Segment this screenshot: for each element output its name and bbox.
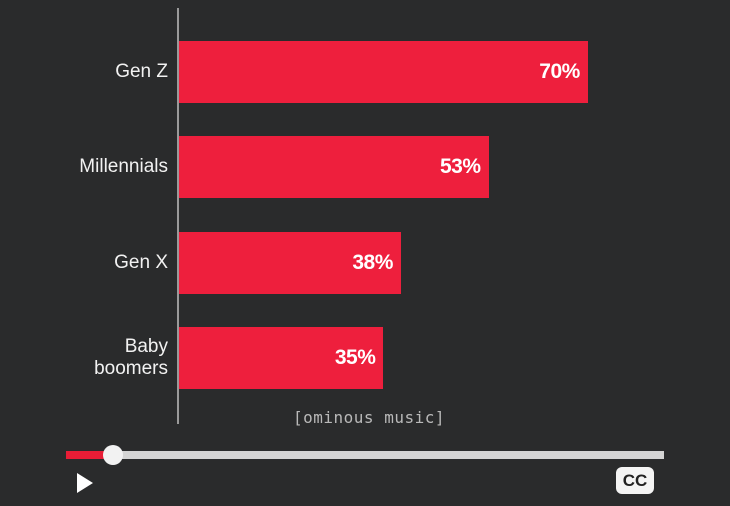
category-label: Baby boomers xyxy=(94,335,168,379)
category-label: Gen Z xyxy=(115,61,168,82)
caption: [ominous music] xyxy=(293,408,445,427)
axis-line xyxy=(177,8,179,424)
value-label: 70% xyxy=(539,60,580,83)
value-label: 53% xyxy=(439,155,481,179)
progress-track[interactable] xyxy=(66,451,664,459)
category-label: Millennials xyxy=(79,156,168,178)
bar: 53% xyxy=(179,136,489,199)
category-label: Gen X xyxy=(114,251,168,273)
value-label: 35% xyxy=(334,345,376,369)
value-label: 38% xyxy=(352,250,393,274)
cc-button[interactable]: CC xyxy=(616,467,654,494)
bar: 35% xyxy=(179,326,384,389)
progress-knob[interactable] xyxy=(103,445,123,465)
bar: 70% xyxy=(179,41,588,103)
progress-played xyxy=(66,451,113,459)
bar: 38% xyxy=(179,231,401,294)
play-button[interactable] xyxy=(77,473,93,493)
